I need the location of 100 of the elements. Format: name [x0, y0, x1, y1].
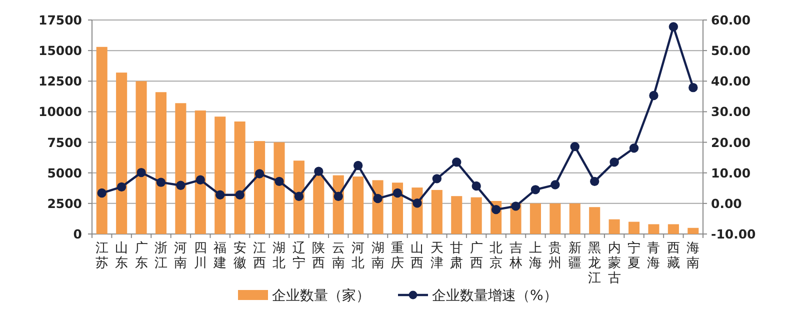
- bar: [116, 72, 128, 234]
- y-tick-label: 10000: [38, 104, 82, 120]
- point: [373, 194, 382, 204]
- point: [294, 192, 304, 201]
- y2-tick-label: 0.00: [711, 196, 742, 211]
- y2-tick-label: 10.00: [711, 165, 751, 180]
- x-tick-label: 湖南: [371, 241, 384, 271]
- y2-tick-label: -10.00: [711, 226, 756, 242]
- y-tick-label: 5000: [47, 165, 82, 180]
- x-tick-label: 广东: [134, 241, 148, 271]
- point: [412, 198, 422, 208]
- y-tick-label: 0: [73, 226, 82, 242]
- y-tick-label: 17500: [38, 12, 82, 28]
- x-tick-label: 福建: [212, 241, 227, 271]
- bar: [175, 103, 186, 234]
- point: [472, 181, 481, 191]
- bar: [628, 222, 640, 234]
- y-tick-label: 12500: [38, 74, 82, 89]
- x-tick-label: 河北: [352, 241, 365, 271]
- point: [334, 192, 343, 201]
- bar: [569, 203, 580, 234]
- x-tick-label: 四川: [194, 241, 207, 271]
- bar: [352, 176, 364, 234]
- point: [156, 178, 166, 187]
- x-tick-label: 甘肃: [450, 241, 464, 271]
- x-tick-label: 吉林: [508, 241, 522, 271]
- bar: [608, 219, 620, 234]
- x-tick-label: 江苏: [95, 241, 108, 271]
- x-tick-label: 重庆: [391, 241, 404, 271]
- x-tick-label: 青海: [647, 241, 660, 271]
- point: [254, 169, 264, 178]
- x-tick-label: 陕西: [312, 241, 326, 271]
- point: [235, 190, 244, 200]
- bar: [234, 121, 246, 234]
- point: [136, 168, 146, 178]
- bar: [589, 207, 600, 234]
- y2-tick-label: 60.00: [711, 12, 751, 28]
- bar: [688, 228, 699, 234]
- point: [452, 158, 462, 167]
- point: [314, 166, 324, 176]
- bar: [155, 92, 166, 234]
- bar: [214, 116, 226, 234]
- bar: [431, 190, 442, 234]
- x-tick-label: 贵州: [548, 241, 562, 271]
- y2-tick-label: 30.00: [711, 104, 751, 120]
- bar: [274, 142, 285, 234]
- y2-tick-label: 40.00: [711, 74, 751, 89]
- x-tick-label: 宁夏: [628, 240, 641, 271]
- x-tick-label: 江西: [253, 241, 266, 271]
- y-tick-label: 15000: [38, 43, 82, 58]
- x-tick-label: 浙江: [154, 241, 168, 271]
- point: [116, 182, 126, 192]
- legend-label: 企业数量（家）: [272, 288, 370, 304]
- bar: [451, 196, 462, 234]
- bar: [313, 175, 324, 234]
- x-tick-label: 山西: [410, 241, 424, 271]
- x-tick-label: 北京: [490, 241, 503, 271]
- y2-tick-label: 20.00: [711, 134, 751, 150]
- point: [511, 202, 520, 211]
- bar: [194, 110, 206, 234]
- point: [432, 174, 442, 184]
- x-tick-label: 海南: [686, 241, 700, 271]
- x-tick-label: 上海: [528, 241, 542, 271]
- point: [196, 175, 206, 184]
- x-tick-label: 黑龙江: [588, 241, 602, 286]
- point: [530, 185, 540, 194]
- point: [274, 176, 284, 186]
- x-tick-label: 河南: [174, 241, 188, 271]
- point: [491, 204, 501, 214]
- point: [610, 158, 619, 167]
- point: [216, 190, 225, 200]
- point: [649, 90, 658, 100]
- point: [353, 160, 363, 170]
- x-tick-label: 内蒙古: [608, 241, 621, 286]
- point: [392, 188, 402, 198]
- bar: [470, 197, 482, 234]
- x-tick-label: 辽宁: [292, 241, 306, 271]
- point: [570, 142, 580, 152]
- legend-label: 企业数量增速（%）: [432, 288, 558, 304]
- point: [629, 143, 639, 153]
- y-tick-label: 2500: [47, 196, 82, 211]
- point: [590, 176, 600, 186]
- x-tick-label: 新疆: [568, 241, 582, 271]
- point: [688, 82, 698, 92]
- y2-tick-label: 50.00: [711, 43, 751, 58]
- x-tick-label: 湖北: [272, 241, 286, 271]
- x-tick-label: 安徽: [233, 240, 246, 271]
- point: [97, 188, 106, 198]
- bar: [668, 224, 679, 234]
- bar: [136, 81, 147, 234]
- bar: [648, 224, 660, 234]
- bar: [530, 203, 541, 234]
- point: [550, 180, 560, 190]
- point: [176, 180, 186, 190]
- y-tick-label: 7500: [47, 134, 82, 150]
- x-tick-label: 天津: [430, 241, 444, 271]
- bar: [254, 141, 266, 234]
- x-tick-label: 广西: [470, 241, 483, 271]
- bar: [550, 203, 561, 234]
- x-tick-label: 西藏: [666, 241, 680, 271]
